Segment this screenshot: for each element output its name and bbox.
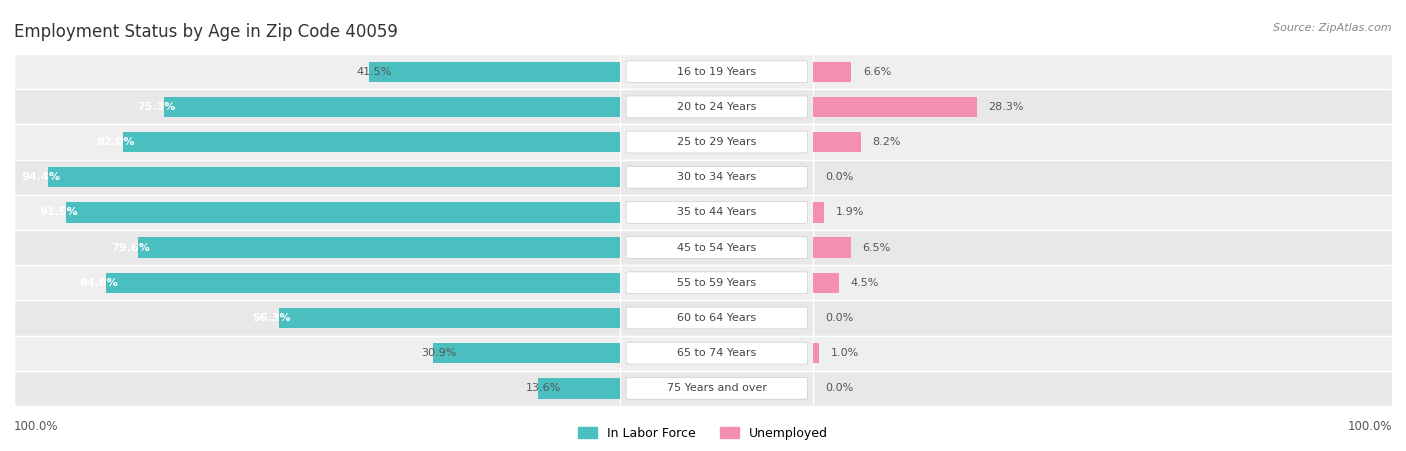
Bar: [165, 97, 620, 117]
Bar: [14, 265, 620, 300]
Text: Source: ZipAtlas.com: Source: ZipAtlas.com: [1274, 23, 1392, 32]
Text: 56.3%: 56.3%: [253, 313, 291, 323]
Bar: [620, 230, 813, 265]
Text: Employment Status by Age in Zip Code 40059: Employment Status by Age in Zip Code 400…: [14, 23, 398, 41]
Text: 6.6%: 6.6%: [863, 67, 891, 77]
Bar: [813, 61, 852, 82]
Bar: [813, 336, 1392, 371]
Text: 84.8%: 84.8%: [80, 278, 118, 288]
Bar: [14, 336, 620, 371]
Bar: [14, 54, 620, 89]
Bar: [813, 237, 851, 258]
Text: 1.0%: 1.0%: [831, 348, 859, 358]
Bar: [813, 160, 1392, 195]
FancyBboxPatch shape: [626, 166, 807, 188]
FancyBboxPatch shape: [626, 202, 807, 223]
Text: 41.5%: 41.5%: [357, 67, 392, 77]
FancyBboxPatch shape: [626, 61, 807, 83]
Text: 28.3%: 28.3%: [988, 102, 1024, 112]
Bar: [48, 167, 620, 188]
Bar: [14, 300, 620, 336]
Bar: [107, 272, 620, 293]
Text: 20 to 24 Years: 20 to 24 Years: [678, 102, 756, 112]
FancyBboxPatch shape: [626, 342, 807, 364]
FancyBboxPatch shape: [626, 131, 807, 153]
FancyBboxPatch shape: [626, 96, 807, 118]
Text: 65 to 74 Years: 65 to 74 Years: [678, 348, 756, 358]
Bar: [620, 300, 813, 336]
Bar: [620, 195, 813, 230]
Text: 30.9%: 30.9%: [420, 348, 456, 358]
Text: 25 to 29 Years: 25 to 29 Years: [678, 137, 756, 147]
FancyBboxPatch shape: [626, 237, 807, 258]
Bar: [813, 97, 977, 117]
Text: 55 to 59 Years: 55 to 59 Years: [678, 278, 756, 288]
Bar: [813, 54, 1392, 89]
Text: 82.0%: 82.0%: [97, 137, 135, 147]
Bar: [620, 265, 813, 300]
Text: 0.0%: 0.0%: [825, 383, 853, 393]
Text: 100.0%: 100.0%: [14, 420, 59, 433]
Bar: [813, 89, 1392, 124]
Bar: [620, 89, 813, 124]
Bar: [14, 230, 620, 265]
Bar: [620, 336, 813, 371]
Bar: [138, 237, 620, 258]
Text: 16 to 19 Years: 16 to 19 Years: [678, 67, 756, 77]
Bar: [813, 132, 860, 152]
Text: 60 to 64 Years: 60 to 64 Years: [678, 313, 756, 323]
Text: 0.0%: 0.0%: [825, 172, 853, 182]
Bar: [813, 124, 1392, 160]
Bar: [368, 61, 620, 82]
Bar: [620, 371, 813, 406]
Bar: [66, 202, 620, 223]
Bar: [813, 300, 1392, 336]
Bar: [278, 308, 620, 328]
Text: 6.5%: 6.5%: [862, 243, 890, 253]
Bar: [620, 54, 813, 89]
Bar: [433, 343, 620, 364]
Bar: [538, 378, 620, 399]
Bar: [813, 343, 820, 364]
Text: 4.5%: 4.5%: [851, 278, 879, 288]
Bar: [14, 160, 620, 195]
Bar: [813, 265, 1392, 300]
Text: 8.2%: 8.2%: [872, 137, 901, 147]
Text: 0.0%: 0.0%: [825, 313, 853, 323]
Text: 100.0%: 100.0%: [1347, 420, 1392, 433]
Text: 79.6%: 79.6%: [111, 243, 150, 253]
Bar: [620, 124, 813, 160]
Bar: [14, 371, 620, 406]
Bar: [813, 371, 1392, 406]
Bar: [620, 160, 813, 195]
Text: 91.5%: 91.5%: [39, 207, 77, 217]
FancyBboxPatch shape: [626, 307, 807, 329]
Bar: [14, 195, 620, 230]
Text: 35 to 44 Years: 35 to 44 Years: [678, 207, 756, 217]
Text: 94.4%: 94.4%: [21, 172, 60, 182]
FancyBboxPatch shape: [626, 377, 807, 399]
Bar: [813, 195, 1392, 230]
Bar: [813, 202, 824, 223]
Text: 30 to 34 Years: 30 to 34 Years: [678, 172, 756, 182]
Text: 1.9%: 1.9%: [835, 207, 865, 217]
Text: 75.3%: 75.3%: [138, 102, 176, 112]
Text: 45 to 54 Years: 45 to 54 Years: [678, 243, 756, 253]
Text: 13.6%: 13.6%: [526, 383, 561, 393]
Bar: [813, 272, 839, 293]
Bar: [14, 89, 620, 124]
FancyBboxPatch shape: [626, 272, 807, 294]
Text: 75 Years and over: 75 Years and over: [666, 383, 766, 393]
Bar: [813, 230, 1392, 265]
Legend: In Labor Force, Unemployed: In Labor Force, Unemployed: [572, 422, 834, 445]
Bar: [124, 132, 620, 152]
Bar: [14, 124, 620, 160]
